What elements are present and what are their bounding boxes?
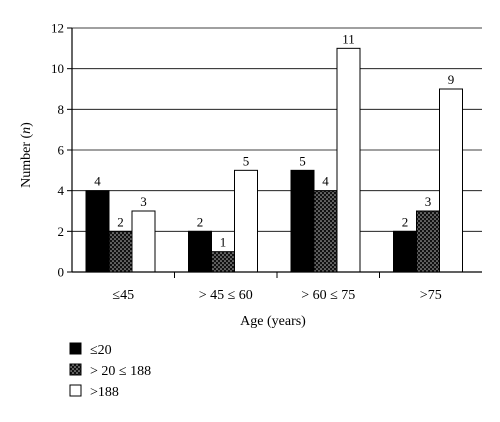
data-label: 4 xyxy=(94,174,101,189)
bar xyxy=(393,230,417,273)
y-axis-title-suffix: ) xyxy=(19,122,34,127)
bar xyxy=(131,210,156,273)
data-label: 5 xyxy=(243,153,250,168)
bar xyxy=(211,251,235,273)
data-label: 11 xyxy=(342,31,355,46)
y-tick-label: 4 xyxy=(58,183,65,198)
y-tick-label: 0 xyxy=(58,265,65,280)
bar xyxy=(416,210,440,273)
data-label: 9 xyxy=(448,72,455,87)
legend-label: >188 xyxy=(90,385,119,400)
y-tick-label: 10 xyxy=(51,61,64,76)
x-axis-title: Age (years) xyxy=(240,314,306,329)
bar xyxy=(336,47,361,273)
bar xyxy=(439,88,463,273)
data-label: 5 xyxy=(299,153,306,168)
data-label: 2 xyxy=(197,214,204,229)
bar xyxy=(313,190,338,273)
data-label: 4 xyxy=(322,174,329,189)
bars-group xyxy=(85,47,463,273)
legend-label: > 20 ≤ 188 xyxy=(90,364,151,379)
legend-swatch xyxy=(69,384,82,397)
x-category-label: > 45 ≤ 60 xyxy=(199,288,253,303)
data-label: 2 xyxy=(402,214,409,229)
bar xyxy=(85,190,110,273)
legend-label: ≤20 xyxy=(90,343,112,358)
data-label: 3 xyxy=(140,194,147,209)
legend-swatch xyxy=(69,363,82,376)
axes xyxy=(67,27,482,278)
y-tick-labels: 0 2 4 6 8 10 12 xyxy=(51,21,65,280)
y-tick-label: 8 xyxy=(58,102,65,117)
y-tick-label: 6 xyxy=(58,143,65,158)
y-tick-label: 2 xyxy=(58,224,65,239)
y-tick-label: 12 xyxy=(51,21,64,36)
bar xyxy=(108,230,133,273)
bar xyxy=(290,169,315,273)
data-label: 3 xyxy=(425,194,432,209)
data-label: 1 xyxy=(220,235,227,250)
x-category-labels: ≤45 > 45 ≤ 60 > 60 ≤ 75 >75 xyxy=(112,288,441,303)
legend: ≤20 > 20 ≤ 188 >188 xyxy=(69,342,151,400)
x-category-label: > 60 ≤ 75 xyxy=(301,288,355,303)
y-axis-title-var: n xyxy=(19,127,34,134)
data-label: 2 xyxy=(117,214,124,229)
y-axis-title-prefix: Number ( xyxy=(19,133,34,187)
legend-swatch xyxy=(69,342,82,355)
x-category-label: ≤45 xyxy=(112,288,134,303)
bar xyxy=(188,230,212,273)
data-labels: 4 2 3 2 1 5 5 4 11 2 3 9 xyxy=(94,31,454,249)
bar xyxy=(234,169,258,273)
y-axis-title: Number (n) xyxy=(19,122,34,188)
x-category-label: >75 xyxy=(420,288,442,303)
